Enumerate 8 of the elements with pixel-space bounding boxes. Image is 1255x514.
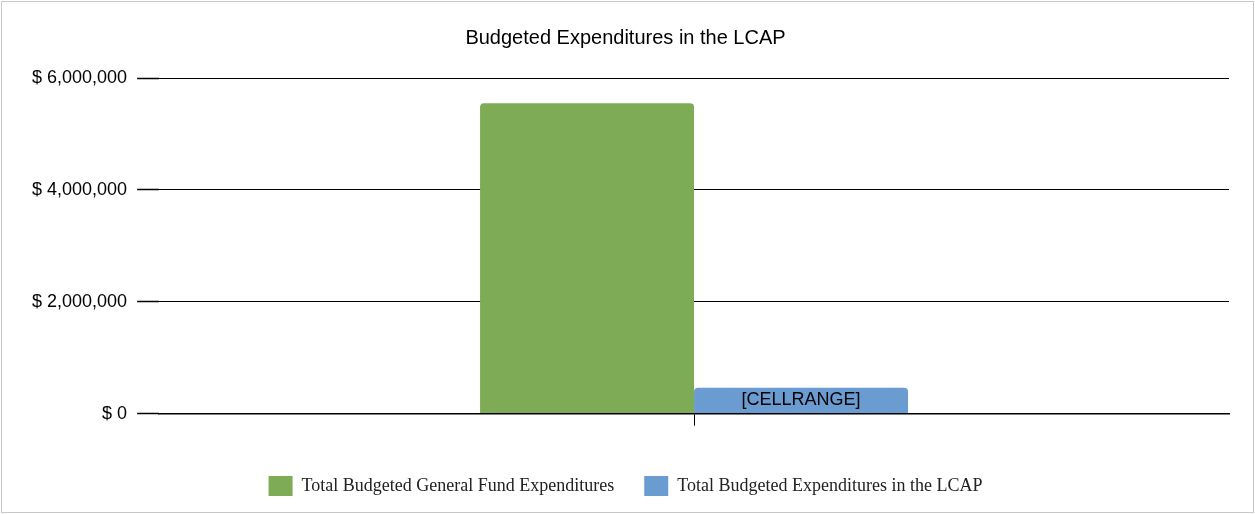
y-tick-label: $ 2,000,000 (32, 290, 128, 311)
y-tick-label: $ 4,000,000 (32, 178, 128, 199)
y-tick-label: $ 0 (102, 402, 128, 423)
legend-label: Total Budgeted Expenditures in the LCAP (677, 474, 983, 495)
y-tick-label: $ 6,000,000 (32, 66, 128, 87)
chart-title: Budgeted Expenditures in the LCAP (465, 25, 786, 48)
data-label: [CELLRANGE] (741, 389, 861, 410)
legend-label: Total Budgeted General Fund Expenditures (301, 474, 615, 495)
